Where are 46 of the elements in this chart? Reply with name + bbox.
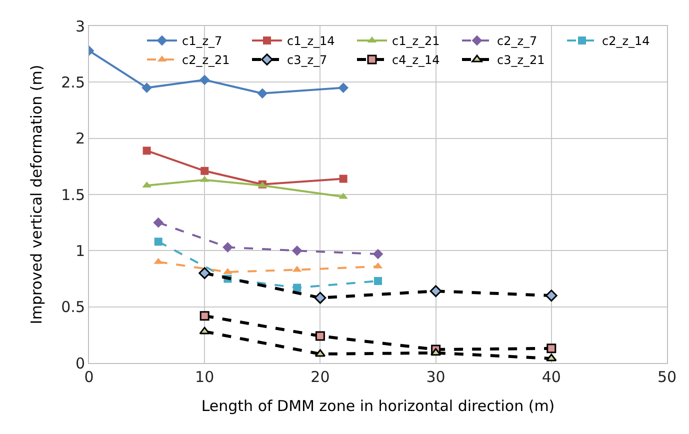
point xyxy=(338,82,349,93)
point xyxy=(372,248,384,260)
point xyxy=(293,284,302,292)
x-tick-label: 20 xyxy=(310,368,330,386)
legend-label: c2_z_21 xyxy=(182,53,230,68)
y-tick-label: 2 xyxy=(75,130,85,148)
point xyxy=(374,277,382,285)
point xyxy=(200,166,209,175)
legend-label: c2_z_14 xyxy=(602,34,650,48)
point xyxy=(545,290,558,302)
point xyxy=(142,82,152,93)
point xyxy=(222,242,233,252)
y-tick-label: 1 xyxy=(75,242,85,260)
point xyxy=(292,245,302,256)
x-tick-label: 10 xyxy=(195,368,214,386)
point xyxy=(199,74,210,86)
legend-label: c3_z_7 xyxy=(287,53,328,68)
point xyxy=(315,331,325,341)
legend-label: c4_z_14 xyxy=(392,53,440,68)
x-tick-label: 30 xyxy=(426,368,446,386)
point xyxy=(546,354,557,362)
point xyxy=(546,344,556,354)
point xyxy=(339,174,348,183)
point xyxy=(153,217,164,228)
legend-label: c2_z_7 xyxy=(497,34,538,48)
point xyxy=(142,146,151,155)
legend-label: c3_z_21 xyxy=(497,53,545,68)
y-tick-label: 0.5 xyxy=(61,298,85,316)
point xyxy=(199,326,210,334)
legend-label: c1_z_21 xyxy=(392,34,440,48)
point xyxy=(200,311,210,321)
legend-label: c1_z_14 xyxy=(287,34,335,48)
y-tick-label: 1.5 xyxy=(61,186,85,204)
legend-label: c1_z_7 xyxy=(182,34,222,48)
x-tick-label: 40 xyxy=(542,368,561,386)
point xyxy=(314,292,326,304)
point xyxy=(257,88,268,99)
point xyxy=(198,267,211,280)
y-tick-label: 0 xyxy=(75,354,85,372)
y-tick-label: 2.5 xyxy=(61,73,85,92)
y-tick-label: 3 xyxy=(75,17,85,36)
y-axis-title: Improved vertical deformation (m) xyxy=(27,64,46,324)
point xyxy=(430,285,442,298)
point xyxy=(154,238,162,246)
x-tick-label: 50 xyxy=(657,368,677,386)
x-axis-title: Length of DMM zone in horizontal direction (m) xyxy=(201,397,555,415)
